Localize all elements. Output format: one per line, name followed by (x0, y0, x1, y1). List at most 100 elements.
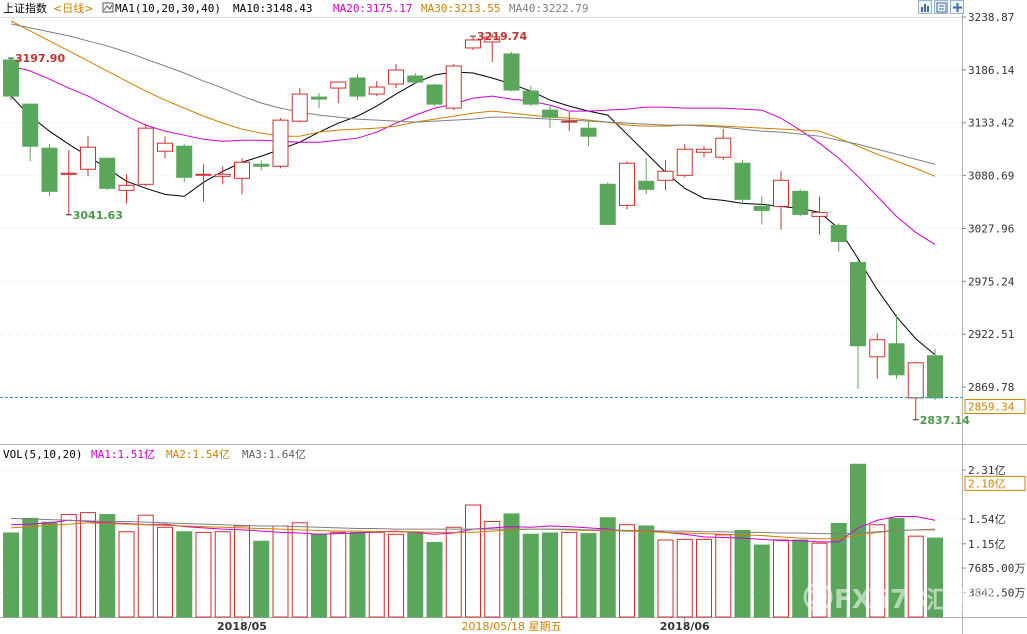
volume-bar (580, 533, 597, 618)
volume-bar (830, 522, 847, 618)
candle (907, 361, 924, 420)
volume-bar (638, 525, 655, 618)
time-axis-label: 2018/06 (660, 620, 710, 633)
candle-body (368, 86, 385, 95)
vol-ma1-value: MA1:1.51亿 (91, 448, 155, 461)
candle-body (927, 355, 943, 399)
candle-body (60, 172, 77, 175)
volume-bar (696, 538, 712, 618)
candle (522, 86, 539, 107)
watermark-text-1: FX678 (834, 585, 926, 615)
volume-bar (927, 537, 943, 618)
candle-body (407, 75, 424, 83)
candle (599, 182, 616, 225)
candle (407, 73, 424, 85)
candle (330, 81, 347, 104)
candle-body (253, 163, 270, 167)
volume-bar (330, 531, 347, 618)
volume-bar (388, 533, 404, 618)
time-axis-label: 2018/05 (217, 620, 267, 633)
volume-ma-layer (10, 515, 936, 543)
extreme-label: 3197.90 (15, 52, 65, 65)
volume-bar (3, 532, 19, 618)
volume-bar (773, 539, 789, 618)
candle (638, 158, 655, 195)
candle-body (388, 69, 404, 85)
candle-body (696, 148, 712, 153)
volume-axis-label: 7685.00万 (968, 562, 1025, 575)
volume-bar (368, 531, 385, 618)
candle (888, 314, 905, 379)
price-axis-label: 2922.51 (968, 328, 1014, 341)
volume-bar (619, 524, 635, 618)
candle-body (734, 162, 751, 200)
candle (388, 63, 404, 89)
candle-layer (3, 33, 943, 420)
candle-body (811, 211, 828, 217)
candle-body (157, 142, 173, 152)
volume-axis-label: 2.31亿 (968, 464, 1006, 477)
candle (619, 161, 635, 210)
candle-body (503, 53, 520, 91)
volume-bar (907, 535, 924, 618)
ma10-value: MA10:3148.43 (233, 2, 312, 15)
ma20-line (10, 65, 936, 245)
candle-body (3, 59, 19, 97)
candle (80, 136, 96, 177)
settings-icon[interactable] (934, 0, 948, 14)
candle-body (753, 205, 770, 211)
volume-bar (41, 521, 58, 618)
volume-bar (850, 463, 866, 618)
candle (176, 144, 193, 183)
candle-body (80, 146, 96, 170)
volume-bar (484, 521, 501, 618)
candle-body (638, 180, 655, 190)
candle (214, 166, 231, 185)
candle-body (599, 183, 616, 225)
price-axis-label: 3186.14 (968, 64, 1015, 77)
candle (137, 124, 154, 187)
candle (503, 51, 520, 92)
candle (811, 196, 828, 235)
candle-body (41, 147, 58, 192)
index-name: 上证指数 (3, 1, 47, 15)
current-price-label: 2859.34 (968, 401, 1015, 414)
candle (368, 81, 385, 97)
candle-body (792, 190, 809, 215)
candle (715, 129, 732, 161)
ma-layer (10, 20, 936, 356)
extreme-label: 3041.63 (73, 209, 123, 222)
volume-bar (715, 534, 732, 618)
zoom-in-icon[interactable] (950, 0, 964, 14)
volume-bar (214, 531, 231, 618)
volume-bar (734, 529, 751, 618)
watermark: FX678 汇通网 (803, 582, 998, 615)
volume-bar (22, 517, 39, 618)
price-axis-label: 2975.24 (968, 275, 1015, 288)
candle-body (907, 362, 924, 399)
candle-body (272, 119, 289, 167)
volume-bar (311, 533, 327, 618)
candle-body (522, 90, 539, 105)
candle-body (234, 161, 250, 179)
volume-bar (465, 504, 481, 618)
candle-body (176, 145, 193, 178)
price-legend: 上证指数 <日线> MA1(10,20,30,40) MA10:3148.43 … (3, 1, 588, 15)
extreme-label: 2837.14 (920, 414, 970, 427)
candle (773, 171, 789, 230)
chart-toggle-icon[interactable] (918, 0, 932, 14)
volume-bar (407, 531, 424, 618)
volume-bar (599, 517, 616, 618)
candle-body (580, 127, 597, 137)
volume-bar (445, 526, 462, 618)
candle-body (773, 179, 789, 207)
volume-bar (176, 531, 193, 618)
candle-body (99, 157, 116, 189)
candle (22, 103, 39, 162)
volume-bar (811, 542, 828, 618)
vol-params: VOL(5,10,20) (3, 448, 82, 461)
candle (253, 160, 270, 171)
current-price-box (964, 399, 1026, 415)
ma-toggle-icon[interactable] (102, 2, 114, 13)
